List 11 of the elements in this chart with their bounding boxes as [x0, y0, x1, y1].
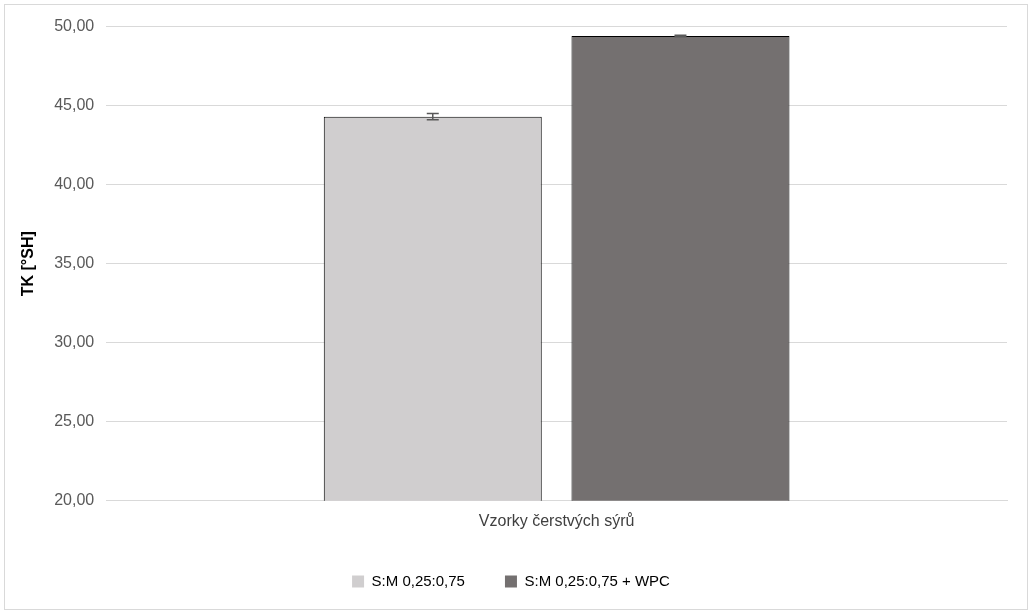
y-tick-label: 45,00	[54, 96, 95, 114]
y-tick-label: 50,00	[54, 17, 95, 35]
y-tick-label: 30,00	[54, 333, 95, 351]
y-axis-title: TK [°SH]	[19, 231, 37, 297]
y-tick-label: 20,00	[54, 491, 95, 509]
y-tick-label: 40,00	[54, 175, 95, 193]
y-tick-label: 35,00	[54, 254, 95, 272]
y-tick-label: 25,00	[54, 412, 95, 430]
legend-label: S:M 0,25:0,75 + WPC	[524, 571, 671, 589]
legend-label: S:M 0,25:0,75	[371, 571, 465, 589]
x-tick-label: Vzorky čerstvých sýrů	[478, 511, 635, 529]
